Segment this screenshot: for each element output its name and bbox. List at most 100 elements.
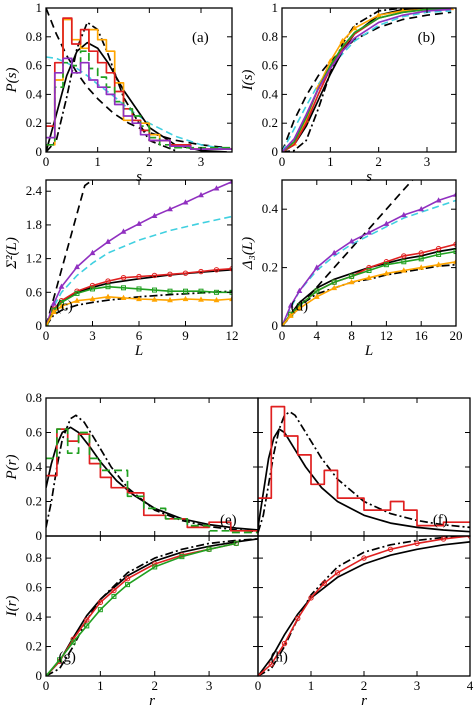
data-point (435, 197, 442, 203)
y-tick-label: 0.4 (262, 201, 279, 216)
data-point (111, 587, 117, 594)
x-tick-label: 6 (136, 328, 143, 343)
data-point (151, 296, 158, 302)
series-purple-line (282, 8, 452, 152)
series-green-line (282, 8, 452, 152)
plot-frame (45, 7, 233, 153)
x-tick-label: 1 (327, 154, 334, 169)
data-point (97, 599, 104, 606)
data-point (331, 279, 337, 285)
data-point (313, 293, 320, 299)
data-point (84, 617, 90, 623)
data-point (366, 268, 372, 274)
data-point (136, 273, 142, 280)
plot-frame (45, 535, 259, 677)
y-tick-label: 0 (272, 144, 279, 159)
series-black-dashed (282, 180, 414, 326)
y-tick-label: 1 (272, 0, 279, 15)
x-tick-label: 2 (361, 678, 368, 693)
y-tick-label: 0.4 (26, 459, 43, 474)
series-black-dashdot (46, 414, 258, 533)
data-point (418, 256, 424, 262)
plot-area (258, 536, 470, 676)
data-point (321, 580, 327, 586)
data-point (206, 546, 212, 552)
data-point (366, 229, 372, 235)
data-point (314, 288, 320, 294)
x-tick-label: 2 (151, 678, 158, 693)
y-tick-label: 1 (36, 0, 43, 15)
y-tick-label: 0.4 (262, 86, 279, 101)
data-point (418, 264, 425, 270)
data-point (435, 245, 442, 252)
data-point (74, 290, 80, 296)
panel-label: (e) (220, 512, 237, 528)
data-point (331, 249, 338, 256)
plot-frame (281, 179, 457, 327)
data-point (89, 249, 96, 256)
series-red-step (46, 428, 258, 532)
y-axis-label: I(r) (4, 596, 20, 618)
series-red-markers (46, 542, 237, 676)
data-point (121, 285, 126, 291)
data-point (296, 305, 303, 311)
data-point (124, 576, 131, 582)
panel-g: 0 1 2 3 0 0.2 0.4 0.6 0.8 r I(r) (g) (4, 535, 259, 709)
x-tick-label: 12 (380, 328, 393, 343)
data-point (89, 295, 96, 302)
series-black-dashdot (46, 538, 258, 676)
x-tick-label: 3 (198, 154, 205, 169)
data-point (97, 607, 103, 613)
series-black-dashdot (258, 536, 470, 676)
data-point (331, 284, 338, 291)
series-black-dashdot (282, 8, 452, 152)
data-point (281, 640, 288, 647)
data-point (105, 238, 111, 244)
x-tick-label: 8 (348, 328, 355, 343)
x-tick-label: 2 (375, 154, 382, 169)
series-green-markers (46, 285, 232, 326)
data-point (440, 536, 447, 542)
data-point (111, 593, 117, 599)
data-point (366, 274, 372, 280)
x-tick-label: 0 (255, 678, 262, 693)
data-point (213, 296, 220, 303)
plot-area (46, 538, 258, 676)
panel-label: (d) (291, 299, 309, 315)
data-point (348, 238, 355, 244)
x-tick-label: 0 (43, 154, 50, 169)
y-tick-label: 0.2 (262, 260, 278, 275)
series-black-solid (258, 541, 470, 676)
panel-e: 0 0.2 0.4 0.6 0.8 P(r) (e) (4, 390, 259, 543)
y-axis-label: Δ₃(L) (240, 237, 256, 270)
data-point (418, 250, 424, 256)
data-point (70, 639, 76, 645)
data-point (105, 284, 111, 290)
data-point (418, 205, 425, 212)
y-tick-label: 1.2 (26, 251, 42, 266)
data-point (89, 282, 96, 289)
data-point (401, 253, 407, 259)
x-tick-label: 0 (279, 328, 286, 343)
y-tick-label: 0.8 (26, 390, 42, 405)
x-tick-label: 1 (94, 154, 101, 169)
panel-label: (g) (58, 649, 76, 665)
x-tick-label: 3 (206, 678, 213, 693)
data-point (213, 185, 220, 191)
data-point (183, 288, 188, 294)
plot-area (46, 414, 258, 534)
data-point (182, 270, 189, 276)
series-black-solid (282, 247, 456, 326)
panel-h: 0 1 2 3 4 r (h) (255, 535, 474, 709)
y-axis-label: P(r) (4, 455, 20, 481)
data-point (214, 289, 219, 295)
data-point (327, 58, 334, 64)
x-tick-label: 3 (424, 154, 431, 169)
x-tick-label: 2 (146, 154, 153, 169)
data-point (453, 249, 456, 255)
data-point (287, 302, 294, 308)
y-tick-label: 0 (36, 668, 43, 683)
x-tick-label: 9 (182, 328, 189, 343)
panel-b: 0 1 2 3 0 0.2 0.4 0.6 0.8 1 s I(s) (b) (240, 0, 457, 185)
x-tick-label: 3 (89, 328, 96, 343)
